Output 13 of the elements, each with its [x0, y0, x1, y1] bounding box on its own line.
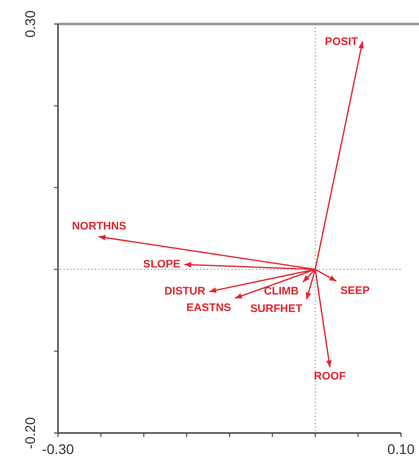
series-label: CLIMB	[264, 286, 299, 298]
series-label: NORTHNS	[72, 220, 126, 233]
x-tick-label: -0.30	[42, 441, 74, 457]
y-tick-label: 0.30	[22, 10, 38, 38]
series-label: SLOPE	[143, 258, 180, 270]
series-label: SEEP	[340, 284, 370, 297]
x-tick-label: 0.10	[387, 441, 415, 457]
series-label: SURFHET	[250, 302, 302, 315]
series-label: POSIT	[324, 36, 358, 48]
series-label: ROOF	[314, 370, 346, 383]
series-label: EASTNS	[186, 302, 232, 314]
y-tick-label: -0.20	[22, 416, 38, 449]
series-label: DISTUR	[164, 285, 206, 298]
